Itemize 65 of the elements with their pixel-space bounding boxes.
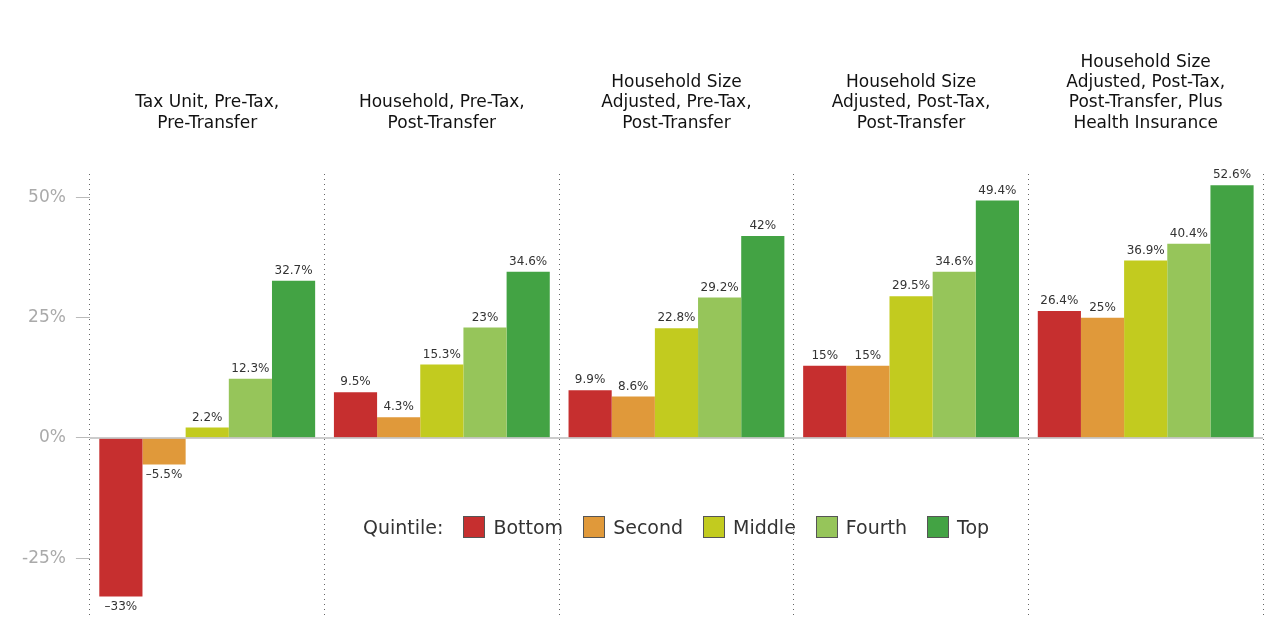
data-label: 26.4%	[1040, 293, 1079, 308]
bar	[333, 392, 378, 438]
data-label: 9.5%	[340, 374, 371, 389]
bar	[741, 236, 785, 438]
data-label: 42%	[749, 218, 777, 233]
data-label: –5.5%	[145, 466, 183, 481]
legend-label: Fourth	[845, 516, 908, 538]
x-tick-label: Household Size Adjusted, Post-Tax, Post-Transfer	[831, 71, 991, 132]
bar	[1167, 243, 1211, 438]
data-label: 52.6%	[1212, 167, 1252, 182]
bar	[1124, 260, 1168, 438]
y-tick-label: 50%	[28, 186, 66, 207]
x-tick-label: Household, Pre-Tax, Post-Transfer	[358, 91, 525, 132]
data-label: 49.4%	[978, 182, 1017, 197]
legend-label: Top	[957, 516, 990, 538]
data-label: 15%	[854, 347, 882, 362]
data-label: 36.9%	[1126, 242, 1165, 257]
data-label: –33%	[104, 598, 138, 613]
data-label: 2.2%	[191, 409, 223, 424]
data-label: 40.4%	[1169, 225, 1208, 240]
bar	[228, 378, 272, 438]
data-label: 8.6%	[618, 378, 649, 393]
bar	[975, 200, 1019, 438]
data-label: 12.3%	[231, 360, 270, 375]
data-label: 34.6%	[509, 253, 548, 268]
y-tick-label: 0%	[38, 426, 66, 447]
data-label: 32.7%	[274, 262, 313, 277]
bar	[1037, 311, 1081, 438]
bar	[698, 297, 742, 438]
data-label: 15.3%	[422, 346, 461, 361]
data-label: 4.3%	[383, 399, 414, 414]
data-label: 22.8%	[657, 310, 696, 325]
bar	[142, 438, 186, 465]
bar	[889, 296, 933, 438]
x-tick-label: Tax Unit, Pre-Tax, Pre-Transfer	[134, 91, 280, 132]
bar	[568, 390, 612, 438]
data-label: 23%	[471, 309, 499, 324]
x-tick-label: Household Size Adjusted, Pre-Tax, Post-Transfer	[601, 71, 752, 132]
y-tick-label: 25%	[28, 306, 66, 327]
bar	[271, 280, 316, 438]
legend-label: Middle	[733, 516, 796, 538]
legend-label: Bottom	[493, 516, 564, 538]
bar	[1210, 185, 1254, 438]
data-label: 29.2%	[700, 279, 739, 294]
bar	[803, 365, 847, 438]
bar	[611, 396, 655, 438]
bar	[99, 438, 143, 597]
bar	[377, 417, 421, 438]
bar	[420, 364, 464, 438]
bar	[463, 327, 507, 438]
bar	[185, 427, 229, 438]
data-label: 34.6%	[935, 253, 974, 268]
bar	[846, 365, 890, 438]
bar	[506, 271, 550, 438]
y-tick-label: -25%	[22, 546, 66, 567]
x-tick-label: Household Size Adjusted, Post-Tax, Post-Transfer, Plus Health Insurance	[1066, 50, 1226, 132]
bar	[1080, 317, 1125, 438]
data-label: 25%	[1089, 299, 1116, 314]
bar	[654, 328, 699, 438]
data-label: 29.5%	[892, 278, 931, 293]
data-label: 15%	[811, 347, 839, 362]
legend-label: Second	[613, 516, 684, 538]
data-label: 9.9%	[574, 372, 606, 387]
legend-title: Quintile:	[363, 516, 444, 538]
bar	[932, 271, 976, 438]
